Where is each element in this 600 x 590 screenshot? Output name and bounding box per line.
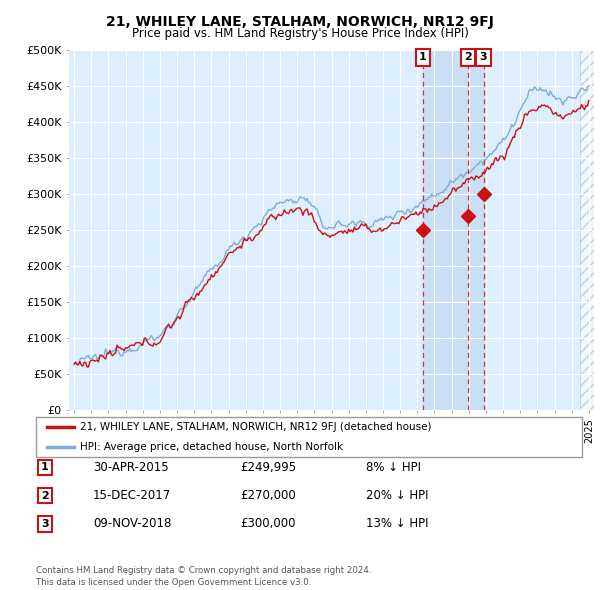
- Text: Price paid vs. HM Land Registry's House Price Index (HPI): Price paid vs. HM Land Registry's House …: [131, 27, 469, 40]
- Text: HPI: Average price, detached house, North Norfolk: HPI: Average price, detached house, Nort…: [80, 442, 343, 452]
- Text: 8% ↓ HPI: 8% ↓ HPI: [366, 461, 421, 474]
- Text: 3: 3: [41, 519, 49, 529]
- Bar: [423, 50, 484, 410]
- Text: 20% ↓ HPI: 20% ↓ HPI: [366, 489, 428, 502]
- Text: 30-APR-2015: 30-APR-2015: [93, 461, 169, 474]
- Text: 2: 2: [464, 53, 472, 63]
- Text: 15-DEC-2017: 15-DEC-2017: [93, 489, 171, 502]
- Text: 21, WHILEY LANE, STALHAM, NORWICH, NR12 9FJ: 21, WHILEY LANE, STALHAM, NORWICH, NR12 …: [106, 15, 494, 29]
- Text: £249,995: £249,995: [240, 461, 296, 474]
- Text: 2: 2: [41, 491, 49, 500]
- Text: 13% ↓ HPI: 13% ↓ HPI: [366, 517, 428, 530]
- Text: 3: 3: [479, 53, 487, 63]
- Text: 1: 1: [41, 463, 49, 472]
- Text: £300,000: £300,000: [240, 517, 296, 530]
- Text: £270,000: £270,000: [240, 489, 296, 502]
- Text: 21, WHILEY LANE, STALHAM, NORWICH, NR12 9FJ (detached house): 21, WHILEY LANE, STALHAM, NORWICH, NR12 …: [80, 422, 431, 432]
- Text: 09-NOV-2018: 09-NOV-2018: [93, 517, 172, 530]
- FancyBboxPatch shape: [36, 417, 582, 457]
- Text: 1: 1: [419, 53, 427, 63]
- Text: Contains HM Land Registry data © Crown copyright and database right 2024.
This d: Contains HM Land Registry data © Crown c…: [36, 566, 371, 587]
